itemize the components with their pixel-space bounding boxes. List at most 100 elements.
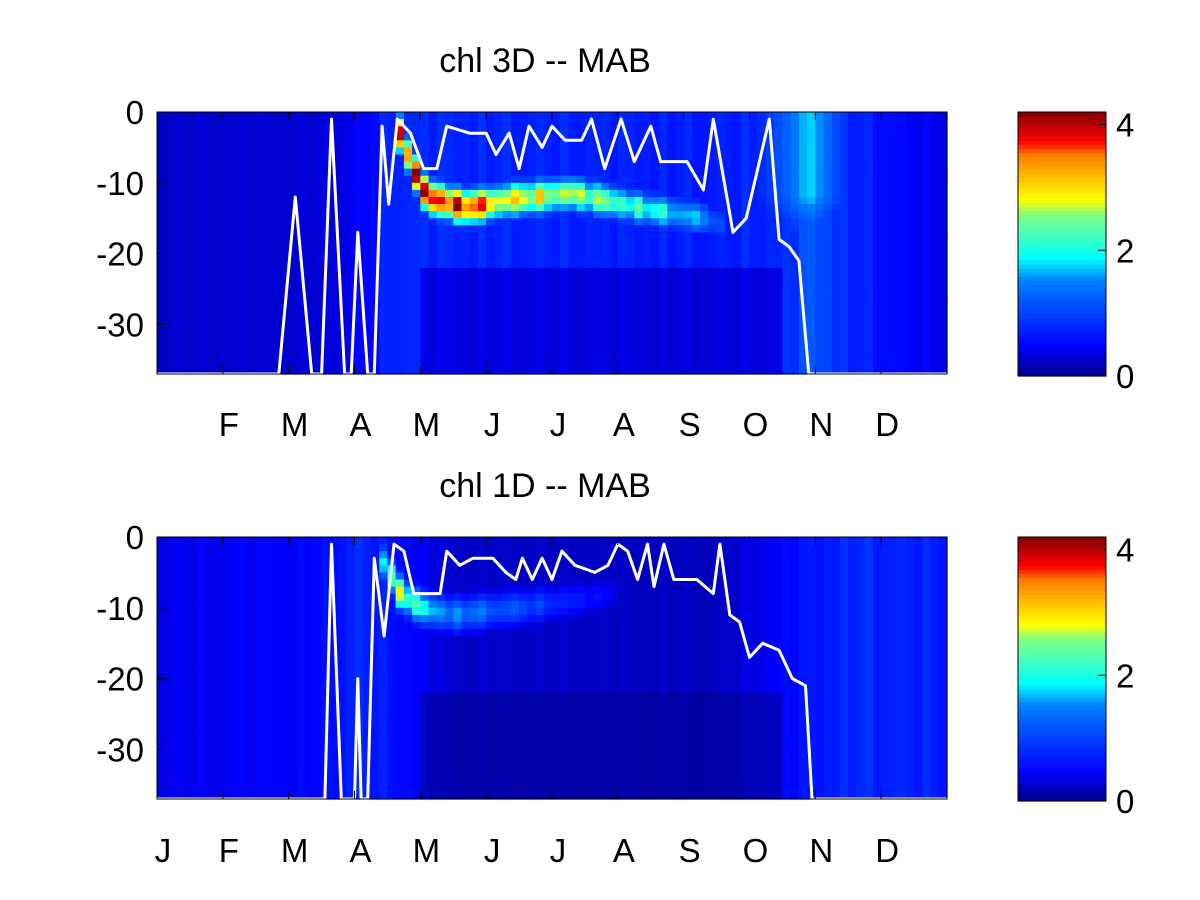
heatmap-cell: [593, 161, 602, 170]
heatmap-cell: [823, 133, 833, 141]
heatmap-cell: [765, 260, 775, 269]
heatmap-cell: [798, 324, 808, 333]
heatmap-cell: [189, 359, 199, 368]
heatmap-cell: [634, 204, 644, 212]
heatmap-cell: [453, 204, 463, 212]
heatmap-cell: [305, 239, 314, 248]
heatmap-cell: [609, 246, 619, 255]
heatmap-cell: [181, 671, 191, 680]
heatmap-cell: [296, 289, 306, 297]
heatmap-cell: [658, 211, 668, 219]
heatmap-cell: [387, 629, 397, 637]
heatmap-cell: [658, 133, 668, 141]
heatmap-cell: [658, 218, 668, 226]
heatmap-cell: [428, 147, 438, 156]
heatmap-cell: [881, 303, 890, 311]
heatmap-cell: [798, 366, 808, 375]
heatmap-cell: [305, 211, 314, 219]
heatmap-cell: [667, 175, 677, 184]
heatmap-cell: [354, 565, 364, 573]
heatmap-cell: [338, 246, 347, 255]
heatmap-cell: [206, 281, 216, 290]
heatmap-cell: [214, 777, 224, 786]
heatmap-cell: [272, 650, 282, 658]
heatmap-cell: [206, 763, 216, 772]
heatmap-cell: [222, 614, 232, 623]
heatmap-cell: [889, 317, 899, 326]
heatmap-cell: [519, 126, 528, 134]
heatmap-cell: [938, 359, 948, 368]
heatmap-cell: [889, 267, 899, 276]
heatmap-cell: [840, 324, 849, 333]
heatmap-cell: [157, 112, 166, 120]
heatmap-cell: [222, 338, 232, 347]
heatmap-cell: [716, 239, 726, 248]
heatmap-cell: [313, 721, 323, 729]
heatmap-cell: [445, 685, 454, 694]
heatmap-cell: [749, 253, 759, 262]
heatmap-cell: [338, 742, 347, 751]
heatmap-cell: [272, 324, 282, 333]
heatmap-cell: [510, 352, 520, 361]
heatmap-cell: [634, 168, 644, 177]
heatmap-cell: [436, 211, 446, 219]
heatmap-cell: [214, 636, 224, 644]
heatmap-cell: [313, 572, 323, 581]
heatmap-cell: [247, 607, 257, 616]
heatmap-cell: [346, 749, 356, 758]
heatmap-cell: [930, 211, 940, 219]
heatmap-cell: [379, 685, 389, 694]
heatmap-cell: [922, 352, 932, 361]
heatmap-cell: [461, 274, 471, 283]
heatmap-cell: [412, 671, 421, 680]
heatmap-cell: [206, 112, 216, 120]
heatmap-cell: [214, 692, 224, 701]
heatmap-cell: [173, 218, 183, 226]
heatmap-cell: [214, 260, 224, 269]
heatmap-cell: [239, 586, 249, 595]
heatmap-cell: [272, 189, 282, 198]
heatmap-cell: [486, 225, 495, 233]
heatmap-cell: [477, 338, 487, 347]
heatmap-cell: [576, 126, 586, 134]
heatmap-cell: [198, 621, 207, 630]
heatmap-cell: [774, 281, 784, 290]
heatmap-cell: [914, 274, 923, 283]
heatmap-cell: [782, 260, 792, 269]
heatmap-cell: [198, 735, 207, 743]
heatmap-cell: [453, 196, 463, 205]
heatmap-cell: [362, 260, 372, 269]
heatmap-cell: [321, 168, 331, 177]
heatmap-cell: [872, 359, 882, 368]
heatmap-cell: [897, 310, 907, 318]
heatmap-cell: [338, 161, 347, 170]
heatmap-cell: [897, 119, 907, 127]
heatmap-cell: [173, 636, 183, 644]
heatmap-cell: [840, 317, 849, 326]
heatmap-cell: [749, 161, 759, 170]
heatmap-cell: [658, 154, 668, 163]
heatmap-cell: [658, 112, 668, 120]
heatmap-cell: [798, 289, 808, 297]
heatmap-cell: [667, 189, 677, 198]
heatmap-cell: [494, 182, 504, 191]
heatmap-cell: [733, 345, 742, 354]
heatmap-cell: [403, 756, 413, 765]
heatmap-cell: [856, 161, 866, 170]
heatmap-cell: [914, 196, 923, 205]
heatmap-cell: [239, 643, 249, 651]
heatmap-cell: [872, 161, 882, 170]
heatmap-cell: [272, 161, 282, 170]
heatmap-cell: [436, 331, 446, 340]
heatmap-cell: [494, 119, 504, 127]
heatmap-cell: [189, 161, 199, 170]
heatmap-cell: [436, 175, 446, 184]
heatmap-cell: [691, 331, 701, 340]
heatmap-cell: [914, 175, 923, 184]
heatmap-cell: [181, 310, 191, 318]
heatmap-cell: [733, 359, 742, 368]
heatmap-cell: [576, 338, 586, 347]
heatmap-cell: [412, 218, 421, 226]
heatmap-cell: [222, 289, 232, 297]
heatmap-cell: [222, 140, 232, 148]
